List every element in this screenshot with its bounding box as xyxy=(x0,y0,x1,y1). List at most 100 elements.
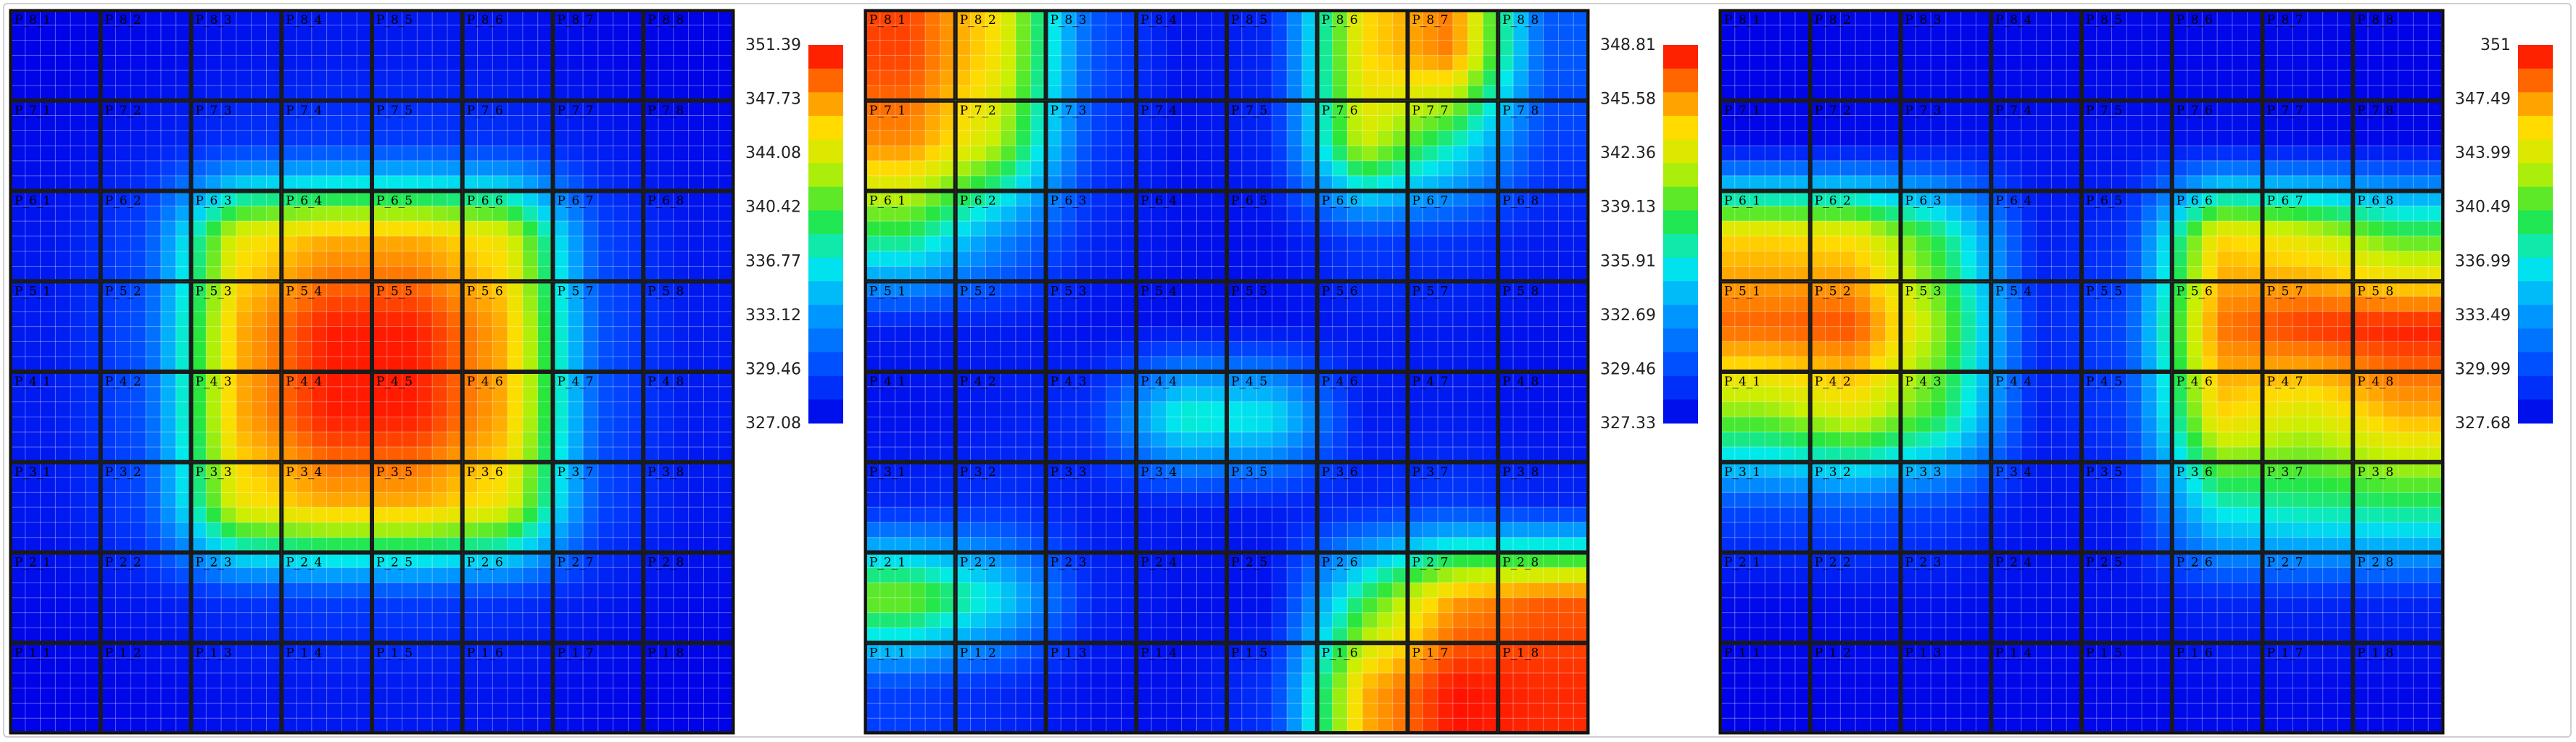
heatmap-subcell xyxy=(1347,507,1363,523)
heatmap-subcell xyxy=(372,688,388,704)
heatmap-subcell xyxy=(341,658,357,674)
heatmap-subcell xyxy=(1001,251,1016,267)
heatmap-subcell xyxy=(1467,597,1484,614)
heatmap-subcell xyxy=(955,522,972,538)
heatmap-subcell xyxy=(688,115,705,131)
heatmap-subcell xyxy=(417,251,433,267)
heatmap-subcell xyxy=(357,100,373,117)
heatmap-subcell xyxy=(131,492,146,508)
heatmap-subcell xyxy=(25,25,41,41)
heatmap-subcell xyxy=(175,55,192,71)
heatmap-subcell xyxy=(432,492,448,508)
heatmap-subcell xyxy=(955,70,972,86)
heatmap-subcell xyxy=(955,492,972,508)
heatmap-subcell xyxy=(341,628,357,643)
heatmap-subcell xyxy=(1090,100,1107,117)
heatmap-subcell xyxy=(115,55,131,71)
heatmap-subcell xyxy=(462,597,479,614)
heatmap-subcell xyxy=(10,643,26,659)
heatmap-subcell xyxy=(1452,522,1469,538)
heatmap-subcell xyxy=(236,507,252,523)
heatmap-subcell xyxy=(417,206,433,222)
heatmap-subcell xyxy=(688,703,705,719)
heatmap-subcell xyxy=(1422,40,1438,56)
heatmap-subcell xyxy=(1513,146,1529,162)
heatmap-subcell xyxy=(1543,10,1560,26)
heatmap-subcell xyxy=(1513,235,1529,252)
heatmap-subcell xyxy=(266,146,282,162)
heatmap-subcell xyxy=(236,372,252,388)
heatmap-subcell xyxy=(10,597,26,614)
heatmap-subcell xyxy=(597,175,614,192)
heatmap-subcell xyxy=(85,221,102,237)
heatmap-subcell xyxy=(417,628,433,643)
heatmap-subcell xyxy=(1256,160,1272,177)
heatmap-subcell xyxy=(597,401,614,417)
heatmap-subcell xyxy=(417,537,433,554)
heatmap-subcell xyxy=(537,160,554,177)
heatmap-subcell xyxy=(895,688,911,704)
heatmap-subcell xyxy=(597,552,614,568)
heatmap-subcell xyxy=(688,357,705,372)
heatmap-subcell xyxy=(297,55,312,71)
heatmap-subcell xyxy=(552,688,568,704)
heatmap-subcell xyxy=(1272,40,1288,56)
heatmap-subcell xyxy=(1241,55,1258,71)
heatmap-subcell xyxy=(492,10,508,26)
heatmap-subcell xyxy=(865,432,881,448)
heatmap-subcell xyxy=(628,507,644,523)
heatmap-subcell xyxy=(688,326,705,343)
heatmap-subcell xyxy=(1332,417,1348,433)
heatmap-subcell xyxy=(402,462,418,478)
heatmap-subcell xyxy=(1001,477,1016,493)
cell-label: P_7_6 xyxy=(467,104,503,118)
heatmap-subcell xyxy=(25,643,41,659)
heatmap-subcell xyxy=(1347,40,1363,56)
cell-label: P_5_7 xyxy=(558,284,594,299)
heatmap-subcell xyxy=(10,311,26,328)
heatmap-subcell xyxy=(85,567,102,583)
heatmap-subcell xyxy=(1377,672,1393,689)
heatmap-subcell xyxy=(341,446,357,463)
heatmap-subcell xyxy=(1528,251,1544,267)
colorbar-step xyxy=(808,399,843,424)
heatmap-subcell xyxy=(1362,492,1378,508)
heatmap-subcell xyxy=(432,357,448,372)
heatmap-subcell xyxy=(206,55,222,71)
heatmap-subcell xyxy=(879,55,896,71)
heatmap-subcell xyxy=(643,311,659,328)
heatmap-subcell xyxy=(1196,688,1212,704)
heatmap-subcell xyxy=(1498,130,1514,146)
heatmap-subcell xyxy=(1558,492,1574,508)
heatmap-subcell xyxy=(492,311,508,328)
figure-frame xyxy=(3,3,2572,738)
heatmap-subcell xyxy=(131,357,146,372)
heatmap-subcell xyxy=(1317,703,1333,719)
heatmap-subcell xyxy=(281,492,297,508)
heatmap-subcell xyxy=(386,221,403,237)
heatmap-subcell xyxy=(568,175,584,192)
heatmap-subcell xyxy=(206,100,222,117)
cell-label: P_8_2 xyxy=(105,13,141,28)
heatmap-subcell xyxy=(281,296,297,312)
heatmap-subcell xyxy=(522,417,539,433)
heatmap-subcell xyxy=(1196,417,1212,433)
heatmap-subcell xyxy=(386,372,403,388)
colorbar-tick-label: 344.08 xyxy=(745,144,801,162)
heatmap-subcell xyxy=(508,221,523,237)
heatmap-subcell xyxy=(1090,311,1107,328)
heatmap-subcell xyxy=(417,446,433,463)
heatmap-subcell xyxy=(1256,221,1272,237)
heatmap-subcell xyxy=(297,251,312,267)
heatmap-subcell xyxy=(1272,25,1288,41)
heatmap-subcell xyxy=(1513,160,1529,177)
heatmap-subcell xyxy=(131,25,146,41)
heatmap-subcell xyxy=(1287,235,1303,252)
heatmap-subcell xyxy=(100,266,117,282)
heatmap-subcell xyxy=(115,462,131,478)
heatmap-subcell xyxy=(1061,401,1077,417)
heatmap-subcell xyxy=(985,311,1001,328)
heatmap-subcell xyxy=(552,191,568,207)
heatmap-subcell xyxy=(221,85,237,101)
heatmap-subcell xyxy=(131,567,146,583)
